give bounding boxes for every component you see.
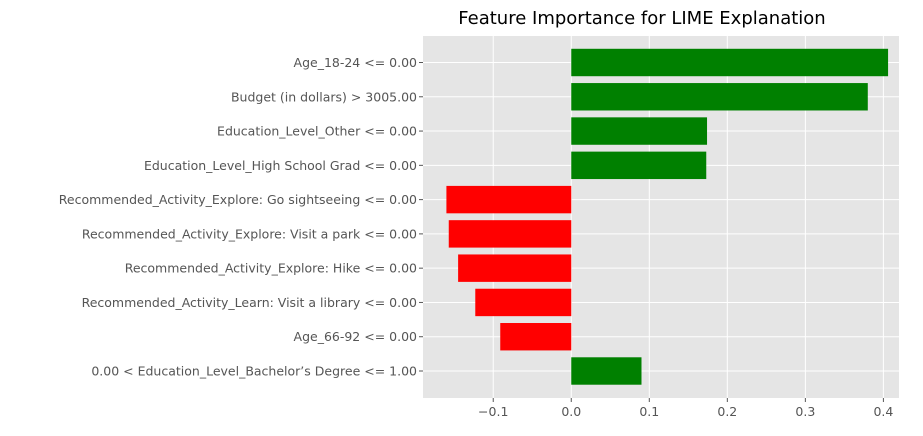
chart-title: Feature Importance for LIME Explanation bbox=[458, 8, 825, 29]
bars bbox=[446, 48, 889, 385]
y-tick-label: Recommended_Activity_Learn: Visit a libr… bbox=[82, 295, 417, 310]
bar bbox=[500, 323, 572, 351]
bar bbox=[448, 220, 572, 248]
bar bbox=[571, 48, 889, 77]
x-tick-label: 0.1 bbox=[639, 404, 659, 419]
bar bbox=[571, 83, 868, 111]
y-tick-label: Education_Level_High School Grad <= 0.00 bbox=[144, 158, 417, 173]
bar bbox=[458, 254, 572, 282]
y-tick-label: Recommended_Activity_Explore: Hike <= 0.… bbox=[125, 261, 417, 276]
x-ticks: −0.1 0.0 0.1 0.2 0.3 0.4 bbox=[478, 398, 893, 419]
y-tick-label: Age_18-24 <= 0.00 bbox=[294, 55, 418, 70]
y-tick-label: Age_66-92 <= 0.00 bbox=[294, 329, 418, 344]
x-tick-label: 0.0 bbox=[561, 404, 581, 419]
x-tick-label: 0.4 bbox=[873, 404, 893, 419]
x-tick-label: 0.3 bbox=[795, 404, 815, 419]
x-tick-label: 0.2 bbox=[717, 404, 737, 419]
bar bbox=[571, 151, 707, 180]
bar bbox=[446, 185, 572, 214]
y-tick-labels: Age_18-24 <= 0.00 Budget (in dollars) > 3… bbox=[59, 55, 423, 379]
bar bbox=[475, 288, 572, 317]
bar bbox=[571, 357, 642, 385]
y-tick-label: Budget (in dollars) > 3005.00 bbox=[231, 89, 417, 104]
y-tick-label: 0.00 < Education_Level_Bachelor’s Degree… bbox=[91, 364, 417, 379]
y-tick-label: Education_Level_Other <= 0.00 bbox=[217, 124, 417, 139]
x-tick-label: −0.1 bbox=[478, 404, 508, 419]
y-tick-label: Recommended_Activity_Explore: Visit a pa… bbox=[82, 226, 417, 241]
y-tick-label: Recommended_Activity_Explore: Go sightse… bbox=[59, 192, 417, 207]
bar bbox=[571, 117, 708, 145]
